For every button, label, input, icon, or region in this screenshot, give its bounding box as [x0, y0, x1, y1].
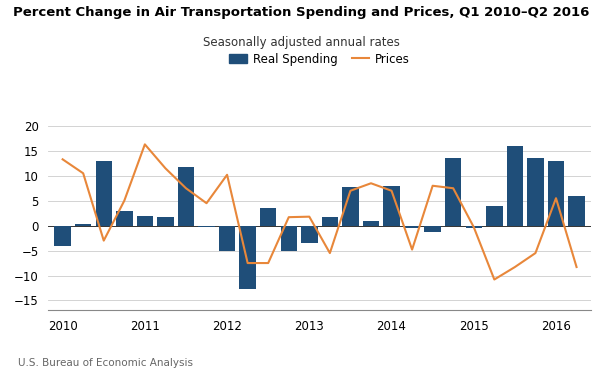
Bar	[219, 226, 235, 251]
Bar	[95, 161, 112, 226]
Text: U.S. Bureau of Economic Analysis: U.S. Bureau of Economic Analysis	[18, 358, 193, 368]
Text: Percent Change in Air Transportation Spending and Prices, Q1 2010–Q2 2016: Percent Change in Air Transportation Spe…	[13, 6, 590, 19]
Bar	[425, 226, 441, 232]
Bar	[466, 226, 482, 228]
Bar	[343, 187, 359, 226]
Bar	[116, 211, 133, 226]
Bar	[363, 221, 379, 226]
Bar	[568, 196, 585, 226]
Bar	[527, 158, 544, 226]
Bar	[404, 226, 420, 228]
Bar	[301, 226, 318, 243]
Bar	[486, 206, 502, 226]
Bar	[178, 167, 194, 226]
Bar	[198, 226, 215, 227]
Bar	[157, 217, 174, 226]
Legend: Real Spending, Prices: Real Spending, Prices	[224, 48, 415, 70]
Bar	[321, 217, 338, 226]
Bar	[137, 216, 153, 226]
Bar	[548, 161, 564, 226]
Bar	[280, 226, 297, 251]
Bar	[75, 224, 92, 226]
Bar	[445, 158, 461, 226]
Bar	[239, 226, 256, 289]
Bar	[54, 226, 71, 246]
Bar	[260, 208, 276, 226]
Text: Seasonally adjusted annual rates: Seasonally adjusted annual rates	[203, 36, 400, 49]
Bar	[507, 146, 523, 226]
Bar	[384, 186, 400, 226]
